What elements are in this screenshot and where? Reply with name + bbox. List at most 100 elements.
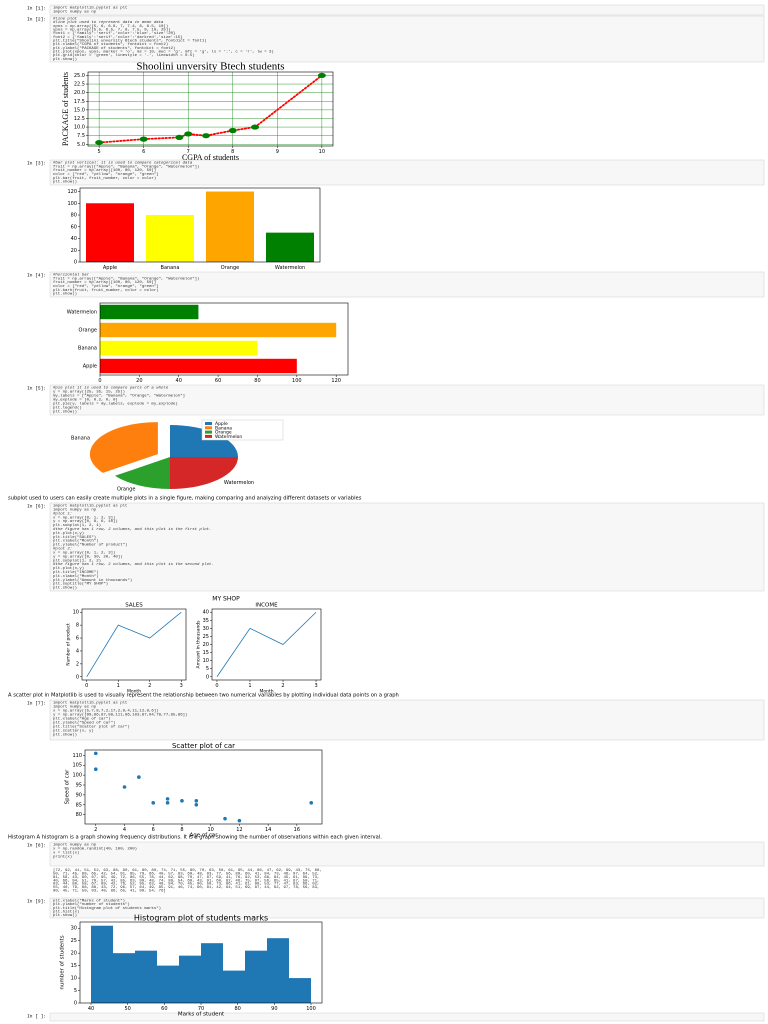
scatter-point: [93, 767, 98, 771]
y-tick-label: 100: [67, 201, 77, 207]
x-tick-label: 1: [248, 683, 251, 689]
marker: [184, 131, 193, 137]
legend-label: Watermelon: [215, 434, 242, 440]
markdown-text: Histogram A histogram is a graph showing…: [8, 835, 382, 841]
code-line: plt.grid(color = 'green', linestyle = '-…: [53, 53, 195, 58]
x-tick-label: 7: [187, 149, 190, 155]
plot-frame: [87, 71, 334, 147]
code-line: plt.title("INCOME"): [53, 570, 99, 575]
code-line: plt.title("Scatter plot of car"): [53, 725, 130, 730]
marker: [251, 124, 260, 130]
y-tick-label: 10: [73, 610, 79, 616]
code-line: #plot 2:: [53, 547, 72, 552]
legend-swatch: [205, 430, 212, 434]
scatter-point: [223, 816, 227, 821]
y-axis-label: PACKAGE of students: [61, 72, 70, 146]
hist-bar: [223, 970, 245, 1003]
plot-frame: [99, 302, 349, 376]
code-line: y = np.array([25, 35, 15, 25]): [53, 390, 125, 395]
bar: [100, 358, 297, 374]
code-cell[interactable]: [49, 271, 765, 298]
x-tick-label: 0: [85, 683, 88, 689]
y-tick-label: 20: [71, 951, 77, 957]
pie-slice: [114, 457, 170, 489]
code-line: import matplotlib.pyplot as plt: [53, 701, 127, 706]
y-tick-label: Watermelon: [67, 310, 97, 316]
x-tick-label: 60: [215, 378, 221, 384]
code-line: x = np.array([5,7,8,7,2,17,2,9,4,11,12,9…: [53, 709, 159, 714]
marker: [139, 136, 148, 142]
code-cell[interactable]: [49, 384, 765, 416]
code-line: plt.xlabel("Month"): [53, 539, 99, 544]
code-line: import numpy as np: [53, 843, 97, 848]
x-tick-label: 3: [180, 683, 183, 689]
output-line: 90, 45, 71, 59, 93, 48, 86, 65, 41, 99, …: [53, 888, 166, 893]
scatter-point: [165, 801, 170, 805]
code-line: x = list(x): [53, 851, 79, 856]
code-cell[interactable]: [49, 15, 765, 63]
code-line: plt.ylabel("Number of product"): [53, 543, 127, 548]
code-line: import matplotlib.pyplot as plt: [53, 504, 127, 509]
y-tick-label: 22.5: [74, 82, 85, 88]
scatter-point: [165, 797, 170, 801]
pie-slice: [170, 425, 238, 457]
code-line: import numpy as np: [53, 705, 97, 710]
chart-title: Scatter plot of car: [172, 742, 235, 750]
code-cell[interactable]: [49, 841, 765, 867]
code-cell[interactable]: [49, 1012, 765, 1022]
y-tick-label: 20.0: [74, 90, 85, 96]
hist-bar: [267, 938, 289, 1003]
y-tick-label: 8: [76, 623, 79, 629]
scatter-point: [151, 801, 156, 805]
legend-label: Banana: [215, 425, 232, 431]
code-line: print(x): [53, 855, 72, 860]
y-tick-label: 110: [72, 753, 82, 759]
y-tick-label: 10: [71, 976, 77, 982]
code-line: my_explode = [0, 0.2, 0, 0]: [53, 398, 118, 403]
output-line: 93, 44, 80, 58, 67, 89, 42, 76, 52, 95, …: [53, 883, 319, 887]
output-line: 40, 66, 94, 51, 79, 57, 42, 85, 63, 99, …: [53, 879, 319, 883]
scatter-point: [194, 799, 199, 803]
y-tick-label: 105: [72, 763, 82, 769]
y-tick-label: 100: [72, 773, 82, 779]
scatter-point: [93, 751, 98, 756]
code-line: #the figure has 1 row, 2 columns, and th…: [53, 562, 214, 567]
x-tick-label: 2: [281, 683, 284, 689]
output-line: 55, 40, 79, 68, 88, 43, 72, 96, 57, 64, …: [53, 886, 319, 890]
code-cell[interactable]: [49, 159, 765, 186]
y-tick-label: 90: [76, 792, 82, 798]
pie-slice: [89, 422, 158, 473]
scatter-point: [194, 803, 199, 807]
x-tick-label: 10: [207, 827, 213, 833]
y-tick-label: 20: [203, 642, 209, 648]
y-tick-label: 15.0: [74, 107, 85, 113]
pie-slice: [170, 457, 238, 489]
scatter-point: [137, 775, 141, 779]
code-cell[interactable]: [49, 699, 765, 741]
y-tick-label: Banana: [78, 346, 97, 352]
y-tick-label: 15: [71, 963, 77, 969]
code-cell[interactable]: [49, 502, 765, 592]
x-tick-label: 90: [271, 1006, 277, 1012]
y-tick-label: 6: [76, 636, 79, 642]
code-cell[interactable]: [49, 897, 765, 919]
y-tick-label: 20: [71, 248, 77, 254]
y-tick-label: 10: [203, 658, 209, 664]
y-tick-label: 30: [203, 626, 209, 632]
code-line: x = np.random.randint(40, 100, 200): [53, 847, 137, 852]
x-tick-label: 60: [161, 1006, 167, 1012]
cell-prompt: In [7]:: [27, 701, 46, 707]
code-cell[interactable]: [49, 4, 765, 16]
x-tick-label: 40: [88, 1006, 94, 1012]
hist-bar: [245, 950, 267, 1003]
y-axis-label: Amount in thousands: [196, 620, 202, 669]
code-line: import matplotlib.pyplot as plt: [53, 6, 127, 11]
y-tick-label: 30: [71, 926, 77, 932]
x-tick-label: 9: [276, 149, 279, 155]
hist-bar: [91, 925, 113, 1003]
marker: [317, 72, 326, 79]
y-tick-label: 35: [203, 618, 209, 624]
code-line: ypos = np.array([5.5, 6.5, 7, 8, 7.5, 9,…: [53, 28, 171, 33]
code-line: x = np.array([0, 1, 2, 3]): [53, 550, 115, 555]
